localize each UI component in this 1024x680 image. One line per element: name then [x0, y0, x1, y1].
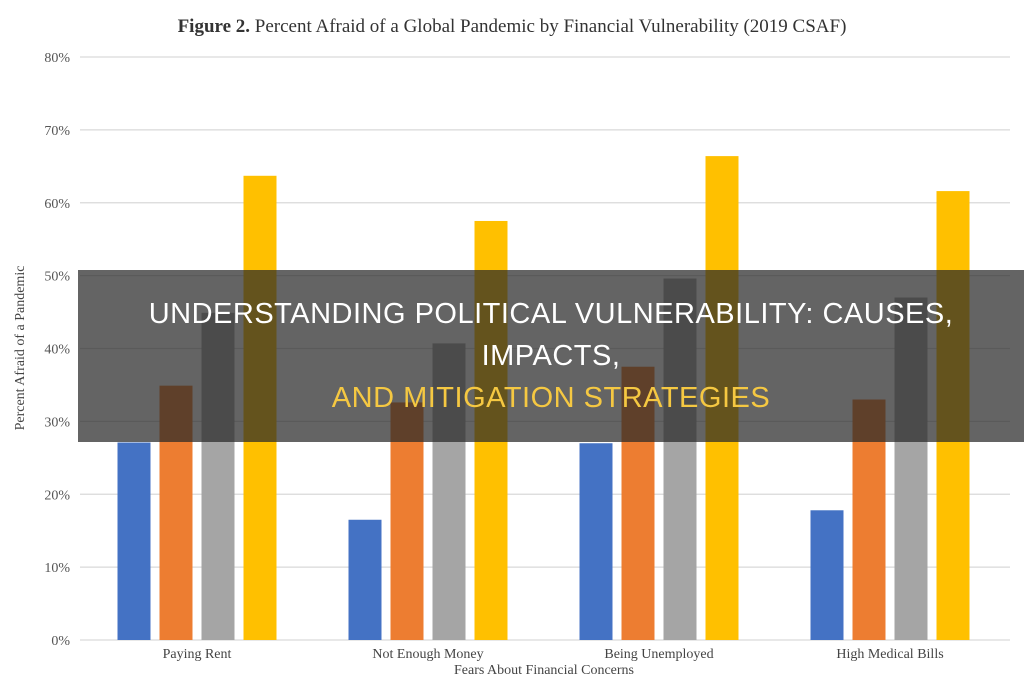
x-tick-label: Paying Rent — [163, 647, 232, 662]
x-tick-label: High Medical Bills — [836, 647, 943, 662]
bar — [390, 402, 424, 640]
x-tick-label: Being Unemployed — [604, 647, 713, 662]
x-axis-label: Fears About Financial Concerns — [454, 663, 634, 678]
chart-title: Figure 2. Percent Afraid of a Global Pan… — [178, 16, 847, 37]
y-tick-label: 10% — [44, 561, 70, 576]
y-tick-label: 30% — [44, 415, 70, 430]
y-tick-label: 60% — [44, 197, 70, 212]
title-banner: UNDERSTANDING POLITICAL VULNERABILITY: C… — [78, 270, 1024, 442]
bar — [117, 442, 151, 640]
y-tick-label: 0% — [51, 634, 70, 649]
banner-line-2: AND MITIGATION STRATEGIES — [331, 382, 771, 414]
banner-line-1: UNDERSTANDING POLITICAL VULNERABILITY: C… — [148, 298, 954, 372]
y-tick-label: 40% — [44, 343, 70, 358]
y-axis-label: Percent Afraid of a Pandemic — [13, 266, 28, 431]
y-tick-label: 70% — [44, 124, 70, 139]
y-tick-label: 50% — [44, 270, 70, 285]
bar — [348, 519, 382, 640]
y-tick-label: 80% — [44, 51, 70, 66]
bar — [579, 443, 613, 640]
x-tick-label: Not Enough Money — [372, 647, 483, 662]
bar — [810, 510, 844, 640]
y-tick-label: 20% — [44, 488, 70, 503]
